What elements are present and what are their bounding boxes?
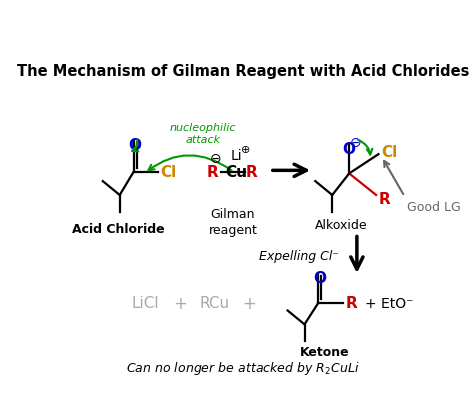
Text: Alkoxide: Alkoxide <box>315 218 368 232</box>
Text: RCu: RCu <box>200 296 229 311</box>
Text: O: O <box>128 138 142 153</box>
Text: LiCl: LiCl <box>131 296 159 311</box>
Text: $\it{Can\ no\ longer\ be\ attacked\ by\ R_2CuLi}$: $\it{Can\ no\ longer\ be\ attacked\ by\ … <box>126 359 360 376</box>
Text: +: + <box>173 294 187 312</box>
Text: Li: Li <box>230 149 242 163</box>
Text: ⊖: ⊖ <box>210 152 222 166</box>
Text: Cl: Cl <box>161 165 177 180</box>
Text: ⊕: ⊕ <box>240 145 250 154</box>
Text: ⊖: ⊖ <box>349 135 361 150</box>
Text: Good LG: Good LG <box>407 201 461 214</box>
Text: O: O <box>343 142 356 157</box>
Text: Expelling Cl⁻: Expelling Cl⁻ <box>259 249 339 262</box>
Text: + EtO⁻: + EtO⁻ <box>365 296 413 310</box>
Text: +: + <box>242 294 256 312</box>
Text: Cu: Cu <box>225 165 247 180</box>
Text: The Mechanism of Gilman Reagent with Acid Chlorides: The Mechanism of Gilman Reagent with Aci… <box>17 63 469 78</box>
Text: R: R <box>207 165 219 180</box>
Text: R: R <box>378 191 390 206</box>
Text: R: R <box>246 165 257 180</box>
Text: R: R <box>346 296 358 311</box>
Text: Ketone: Ketone <box>300 345 349 358</box>
Text: Gilman
reagent: Gilman reagent <box>209 207 257 236</box>
Text: O: O <box>313 271 327 286</box>
Text: Acid Chloride: Acid Chloride <box>72 222 164 235</box>
Text: nucleophilic
attack: nucleophilic attack <box>170 123 236 145</box>
Text: Cl: Cl <box>382 145 398 160</box>
